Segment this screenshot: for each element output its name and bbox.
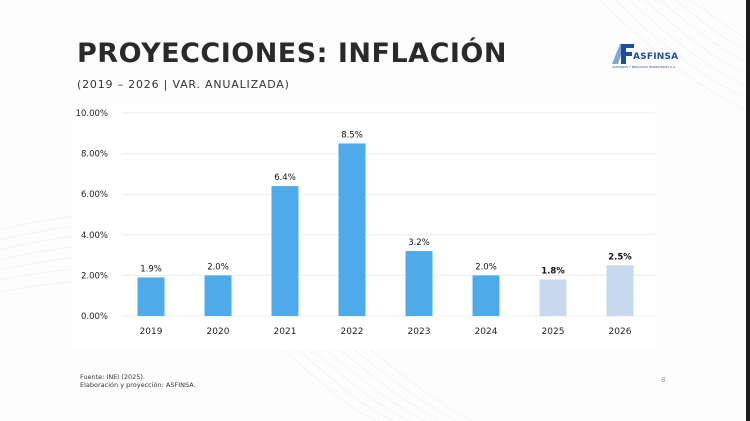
y-tick-label: 4.00% xyxy=(81,231,108,241)
bar-2023 xyxy=(405,251,433,316)
y-tick-label: 2.00% xyxy=(81,271,108,281)
data-label: 1.8% xyxy=(541,266,565,276)
x-tick-label: 2022 xyxy=(341,327,364,337)
bar-2025 xyxy=(539,279,567,316)
x-tick-label: 2026 xyxy=(609,327,632,337)
bar-2020 xyxy=(204,275,232,316)
y-tick-label: 8.00% xyxy=(81,150,108,160)
page-subtitle: (2019 – 2026 | VAR. ANUALIZADA) xyxy=(77,78,290,91)
source-note: Fuente: INEI (2025). xyxy=(80,373,145,381)
data-label: 3.2% xyxy=(408,238,430,248)
af-monogram-icon xyxy=(612,44,634,64)
bar-chart: 0.00% 2.00% 4.00% 6.00% 8.00% 10.00% 1.9% 2019 2… xyxy=(76,109,655,337)
bar-2022 xyxy=(338,143,366,316)
data-label: 8.5% xyxy=(341,130,363,140)
data-label: 1.9% xyxy=(140,264,162,274)
logo-name: ASFINSA xyxy=(633,52,679,62)
chart-panel: 0.00% 2.00% 4.00% 6.00% 8.00% 10.00% 1.9% 2019 2… xyxy=(72,104,657,350)
data-label: 6.4% xyxy=(274,173,296,183)
y-tick-label: 0.00% xyxy=(81,312,108,322)
data-label: 2.0% xyxy=(475,262,497,272)
y-tick-label: 6.00% xyxy=(81,190,108,200)
page-number: 8 xyxy=(661,376,666,384)
credit-note: Elaboración y proyección: ASFINSA. xyxy=(80,381,196,389)
footer-notes: Fuente: INEI (2025). Elaboración y proye… xyxy=(80,373,196,389)
asfinsa-logo: ASFINSA ASESORES Y NEGOCIOS FINANCIEROS … xyxy=(612,44,682,72)
x-tick-label: 2025 xyxy=(542,327,565,337)
x-tick-label: 2021 xyxy=(274,327,297,337)
data-label: 2.5% xyxy=(608,252,632,262)
bar-2019 xyxy=(137,277,165,316)
bar-2026 xyxy=(606,265,634,316)
page-title: PROYECCIONES: INFLACIÓN xyxy=(77,38,507,69)
bar-2024 xyxy=(472,275,500,316)
bar-2021 xyxy=(271,186,299,316)
window-edge xyxy=(746,0,750,421)
logo-tagline: ASESORES Y NEGOCIOS FINANCIEROS S.A. xyxy=(612,65,676,69)
y-tick-label: 10.00% xyxy=(76,109,108,119)
x-tick-label: 2023 xyxy=(408,327,431,337)
x-tick-label: 2020 xyxy=(207,327,230,337)
x-tick-label: 2024 xyxy=(475,327,498,337)
x-tick-label: 2019 xyxy=(140,327,163,337)
data-label: 2.0% xyxy=(207,262,229,272)
